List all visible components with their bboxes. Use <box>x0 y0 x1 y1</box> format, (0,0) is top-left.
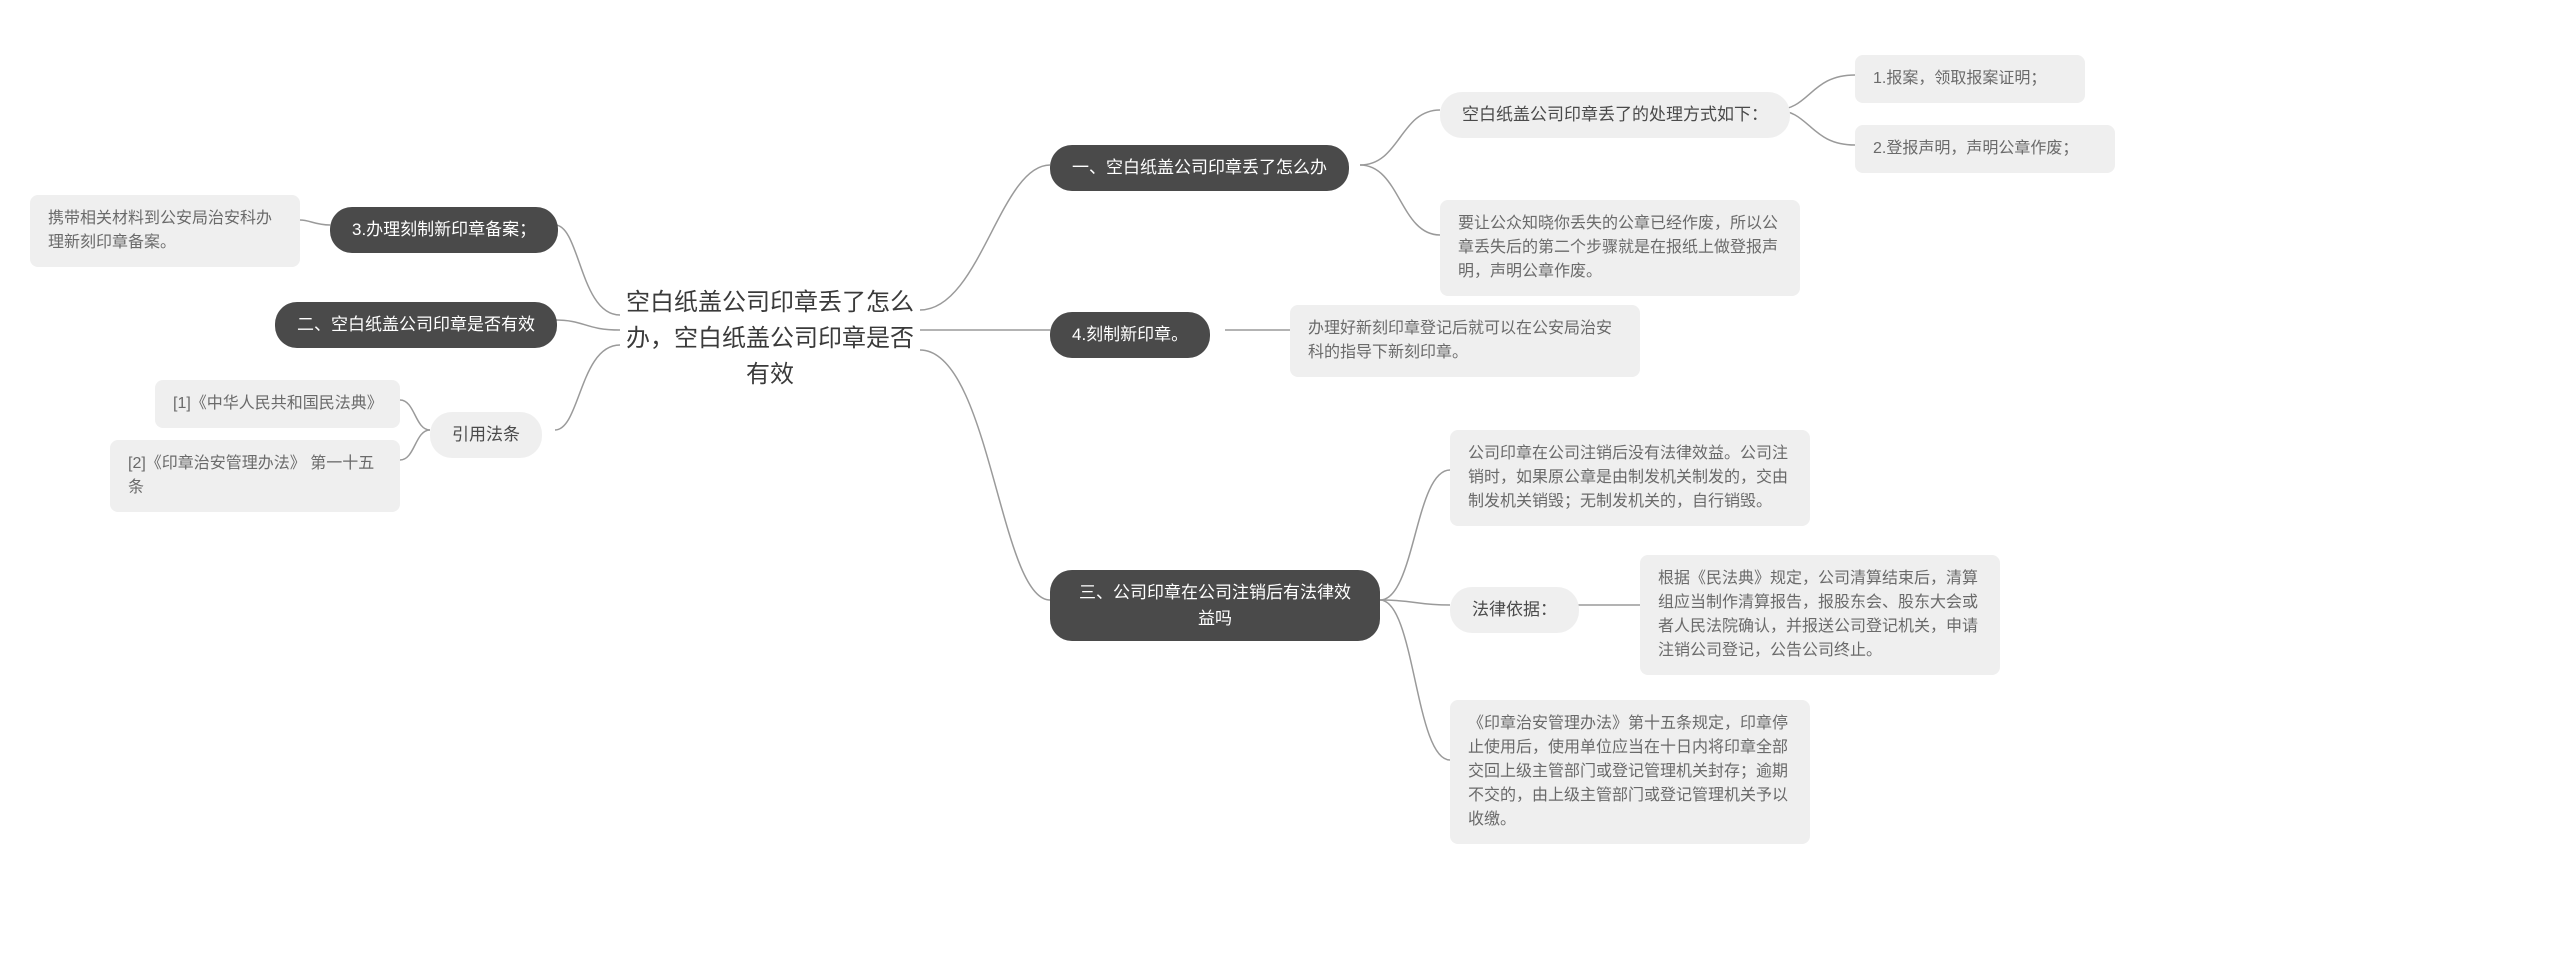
left-branch-ref: 引用法条 <box>430 412 542 458</box>
branch-4: 4.刻制新印章。 <box>1050 312 1210 358</box>
root-node: 空白纸盖公司印章丢了怎么办，空白纸盖公司印章是否有效 <box>620 285 920 393</box>
branch-3-child-2-leaf: 根据《民法典》规定，公司清算结束后，清算组应当制作清算报告，报股东会、股东大会或… <box>1640 555 2000 675</box>
branch-1-child-1: 空白纸盖公司印章丢了的处理方式如下： <box>1440 92 1790 138</box>
branch-1-child-2: 要让公众知晓你丢失的公章已经作废，所以公章丢失后的第二个步骤就是在报纸上做登报声… <box>1440 200 1800 296</box>
left-branch-3-leaf: 携带相关材料到公安局治安科办理新刻印章备案。 <box>30 195 300 267</box>
left-branch-ref-leaf-2: [2]《印章治安管理办法》 第一十五条 <box>110 440 400 512</box>
left-branch-3: 3.办理刻制新印章备案； <box>330 207 558 253</box>
branch-3-child-2: 法律依据： <box>1450 587 1579 633</box>
left-branch-ref-leaf-1: [1]《中华人民共和国民法典》 <box>155 380 400 428</box>
branch-1-child-1-leaf-2: 2.登报声明，声明公章作废； <box>1855 125 2115 173</box>
branch-3-child-3: 《印章治安管理办法》第十五条规定，印章停止使用后，使用单位应当在十日内将印章全部… <box>1450 700 1810 844</box>
branch-3: 三、公司印章在公司注销后有法律效益吗 <box>1050 570 1380 641</box>
branch-1-child-1-leaf-1: 1.报案，领取报案证明； <box>1855 55 2085 103</box>
left-branch-2: 二、空白纸盖公司印章是否有效 <box>275 302 557 348</box>
branch-1: 一、空白纸盖公司印章丢了怎么办 <box>1050 145 1349 191</box>
branch-3-child-1: 公司印章在公司注销后没有法律效益。公司注销时，如果原公章是由制发机关制发的，交由… <box>1450 430 1810 526</box>
branch-4-leaf: 办理好新刻印章登记后就可以在公安局治安科的指导下新刻印章。 <box>1290 305 1640 377</box>
